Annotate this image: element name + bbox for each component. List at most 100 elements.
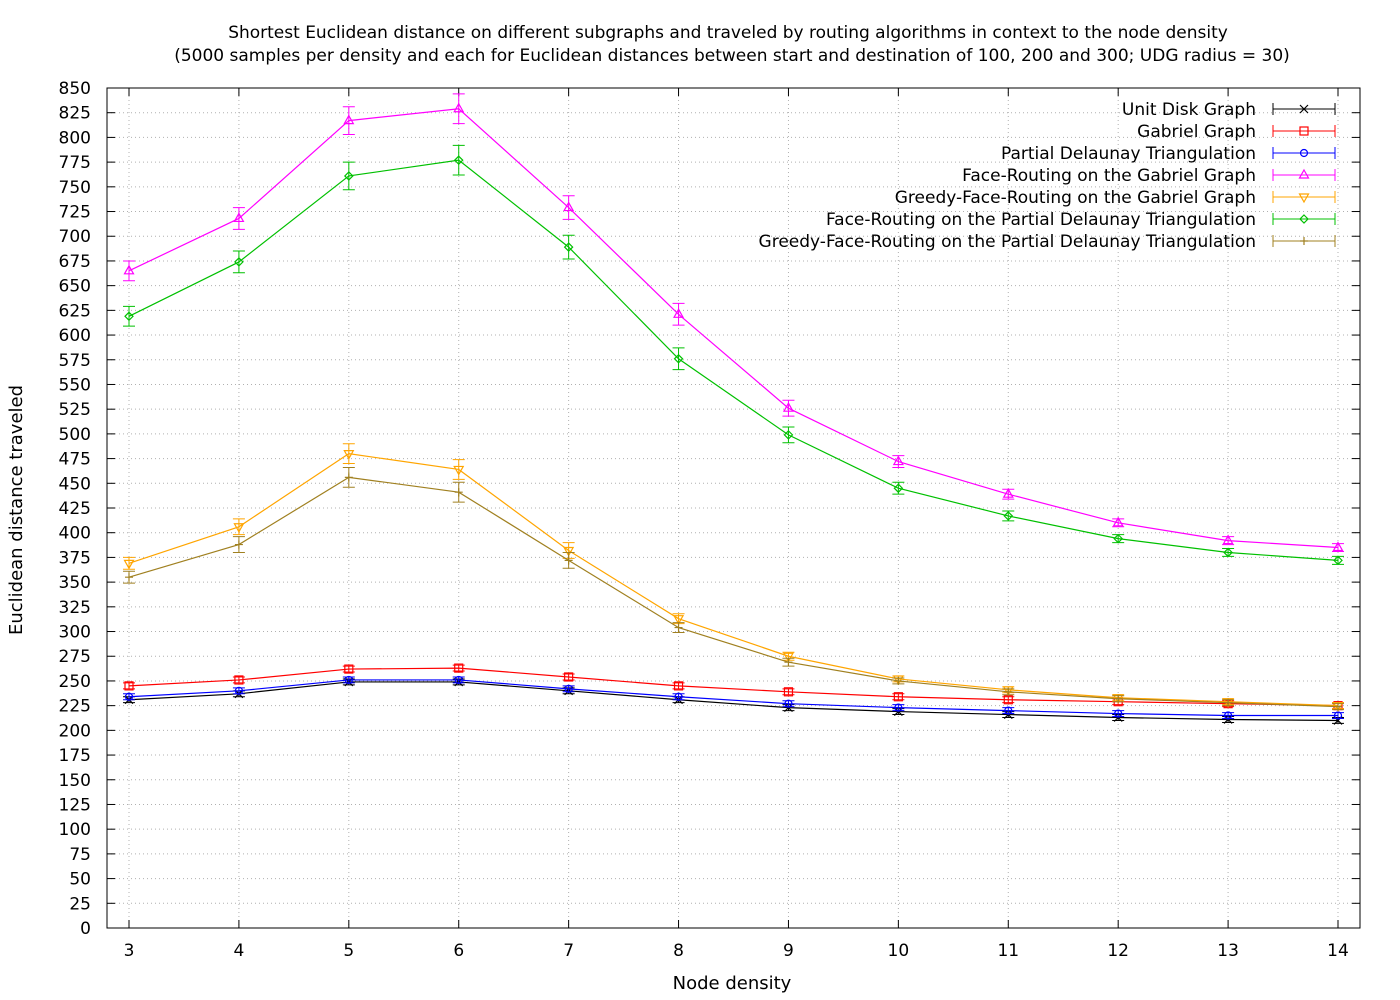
y-tick-label: 125: [59, 795, 91, 815]
y-tick-label: 425: [59, 499, 91, 519]
data-point-marker: [454, 488, 463, 497]
legend-entry-5: Greedy-Face-Routing on the Gabriel Graph: [895, 188, 1336, 208]
data-point-marker: [1112, 516, 1124, 527]
data-point-marker: [1332, 541, 1344, 552]
series-1: [123, 677, 1344, 725]
error-bar: [123, 305, 135, 327]
data-point-marker: [1223, 547, 1233, 558]
data-point-marker: [453, 102, 465, 113]
x-tick-label: 10: [888, 941, 910, 961]
series-line: [128, 159, 1339, 561]
y-tick-label: 250: [59, 672, 91, 692]
data-point-marker: [234, 675, 244, 685]
y-axis-label: Euclidean distance traveled: [6, 385, 27, 635]
data-point-marker: [453, 465, 465, 476]
error-bar: [672, 302, 685, 326]
y-tick-label: 650: [59, 277, 91, 297]
error-bar: [452, 459, 465, 480]
data-point-marker: [1334, 702, 1342, 711]
y-tick-label: 175: [59, 746, 91, 766]
grid: [107, 88, 1360, 928]
data-point-marker: [673, 308, 685, 318]
y-tick-label: 450: [59, 474, 91, 494]
y-tick-label: 300: [59, 623, 91, 643]
series-group: [123, 93, 1344, 725]
data-point-marker: [1004, 687, 1013, 696]
error-bar: [452, 93, 465, 125]
data-point-marker: [1298, 168, 1310, 179]
data-point-marker: [343, 450, 355, 460]
error-bar: [232, 250, 245, 274]
data-point-marker: [563, 242, 574, 252]
data-point-marker: [674, 692, 683, 701]
series-4: [123, 93, 1344, 552]
y-tick-label: 525: [59, 400, 91, 420]
series-6: [123, 144, 1344, 566]
y-tick-label: 400: [59, 524, 91, 544]
y-tick-label: 725: [59, 203, 91, 223]
data-point-marker: [783, 430, 794, 440]
data-point-marker: [782, 401, 794, 412]
x-tick-label: 9: [783, 941, 794, 961]
y-tick-label: 475: [59, 450, 91, 470]
x-tick-label: 5: [343, 941, 354, 961]
legend-entry-7: Greedy-Face-Routing on the Partial Delau…: [759, 232, 1336, 252]
data-point-marker: [783, 687, 794, 697]
x-tick-label: 3: [124, 941, 135, 961]
x-tick-label: 13: [1217, 941, 1239, 961]
data-point-marker: [234, 686, 244, 695]
y-tick-label: 750: [59, 178, 91, 198]
data-point-marker: [124, 692, 134, 701]
series-7: [123, 466, 1344, 711]
data-point-marker: [673, 353, 684, 364]
series-line: [128, 681, 1339, 722]
data-point-marker: [782, 652, 794, 663]
data-point-marker: [1333, 555, 1343, 566]
x-axis-label: Node density: [673, 973, 792, 994]
y-tick-label: 825: [59, 104, 91, 124]
data-point-marker: [673, 681, 684, 691]
data-point-marker: [563, 546, 575, 557]
legend-label: Face-Routing on the Partial Delaunay Tri…: [826, 210, 1256, 230]
y-tick-label: 500: [59, 425, 91, 445]
y-tick-label: 675: [59, 252, 91, 272]
data-point-marker: [564, 684, 573, 693]
data-point-marker: [1002, 686, 1014, 697]
data-point-marker: [564, 556, 573, 565]
error-bar: [672, 347, 685, 371]
data-point-marker: [1333, 711, 1343, 720]
y-tick-label: 150: [59, 771, 91, 791]
data-point-marker: [1299, 148, 1309, 158]
legend-swatch: [1272, 191, 1336, 203]
y-tick-label: 800: [59, 128, 91, 148]
data-point-marker: [1299, 214, 1309, 224]
error-bar: [782, 426, 795, 444]
x-tick-label: 7: [563, 941, 574, 961]
series-line: [128, 453, 1339, 707]
y-tick-label: 50: [69, 870, 91, 890]
legend-entry-1: Unit Disk Graph: [1122, 100, 1336, 120]
error-bar: [342, 443, 355, 465]
data-point-marker: [344, 664, 354, 674]
y-tick-label: 775: [59, 153, 91, 173]
data-point-marker: [234, 257, 244, 267]
legend-swatch: [1272, 125, 1336, 137]
data-point-marker: [343, 171, 354, 181]
y-tick-label: 350: [59, 573, 91, 593]
data-point-marker: [894, 676, 903, 685]
data-point-marker: [1222, 534, 1234, 545]
error-bar: [123, 260, 135, 282]
legend-label: Greedy-Face-Routing on the Partial Delau…: [759, 232, 1256, 252]
data-point-marker: [1114, 709, 1123, 718]
data-point-marker: [564, 672, 574, 682]
data-point-marker: [893, 692, 903, 702]
data-point-marker: [234, 540, 243, 549]
chart-subtitle: (5000 samples per density and each for E…: [174, 46, 1290, 66]
data-point-marker: [1114, 694, 1123, 703]
x-tick-label: 12: [1107, 941, 1129, 961]
error-bar: [562, 195, 575, 220]
y-tick-label: 225: [59, 697, 91, 717]
y-tick-label: 25: [69, 894, 91, 914]
legend-entry-3: Partial Delaunay Triangulation: [1001, 144, 1336, 164]
